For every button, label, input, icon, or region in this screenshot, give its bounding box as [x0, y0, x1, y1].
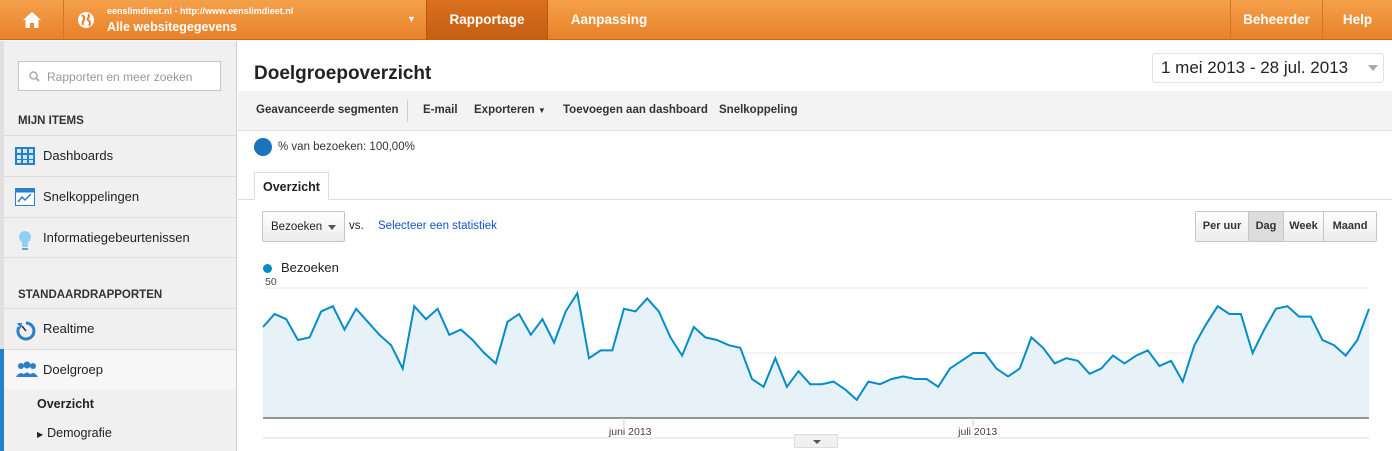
admin-link[interactable]: Beheerder: [1230, 0, 1322, 40]
sidebar-item-label: Dashboards: [43, 148, 114, 163]
segment-label: % van bezoeken: 100,00%: [278, 141, 415, 153]
granularity-week-button[interactable]: Week: [1283, 212, 1323, 241]
section-my-items: MIJN ITEMS: [18, 115, 84, 127]
lightbulb-icon: [19, 231, 31, 250]
help-link[interactable]: Help: [1322, 0, 1392, 40]
account-url: eenslimdieet.nl - http://www.eenslimdiee…: [107, 6, 294, 16]
tab-rapportage[interactable]: Rapportage: [426, 0, 548, 40]
sidebar: Rapporten en meer zoeken MIJN ITEMS Dash…: [0, 41, 237, 451]
dashboard-grid-icon: [15, 147, 35, 165]
x-tick-label: juni 2013: [608, 426, 652, 438]
email-button[interactable]: E-mail: [423, 104, 458, 116]
sidebar-item-shortcuts[interactable]: Snelkoppelingen: [4, 176, 236, 216]
page-title: Doelgroepoverzicht: [254, 63, 432, 84]
legend-dot: [263, 264, 272, 273]
sidebar-item-label: Snelkoppelingen: [43, 189, 140, 204]
sidebar-item-realtime[interactable]: Realtime: [4, 308, 236, 348]
caret-down-icon: [328, 225, 336, 230]
report-toolbar: Geavanceerde segmenten E-mail Exporteren…: [238, 91, 1392, 131]
chart-scroll-handle[interactable]: [794, 434, 838, 448]
granularity-hour-button[interactable]: Per uur: [1196, 212, 1248, 241]
sidebar-item-audience[interactable]: Doelgroep: [4, 349, 236, 389]
export-button[interactable]: Exporteren ▼: [474, 104, 546, 116]
metric-dropdown[interactable]: Bezoeken: [262, 211, 345, 242]
series-area: [263, 293, 1369, 418]
series-line: [262, 290, 1370, 402]
search-input[interactable]: Rapporten en meer zoeken: [18, 61, 221, 91]
pie-icon: [254, 138, 272, 156]
account-view: Alle websitegegevens: [107, 20, 237, 34]
main-content: Doelgroepoverzicht 1 mei 2013 - 28 jul. …: [238, 41, 1392, 451]
sidebar-item-label: Informatiegebeurtenissen: [43, 230, 190, 245]
chevron-down-icon: [1368, 65, 1378, 71]
tab-aanpassing[interactable]: Aanpassing: [570, 12, 648, 27]
search-icon: [29, 71, 40, 82]
shortcut-chart-icon: [15, 188, 35, 206]
search-placeholder: Rapporten en meer zoeken: [47, 70, 193, 84]
active-section-indicator: [0, 349, 4, 451]
account-selector[interactable]: eenslimdieet.nl - http://www.eenslimdiee…: [65, 0, 425, 40]
caret-down-icon: ▼: [537, 106, 546, 115]
add-to-dashboard-button[interactable]: Toevoegen aan dashboard: [563, 104, 708, 116]
advanced-segments-button[interactable]: Geavanceerde segmenten: [256, 104, 399, 116]
home-button[interactable]: [0, 0, 64, 40]
date-range-text: 1 mei 2013 - 28 jul. 2013: [1161, 58, 1349, 77]
realtime-icon: [16, 321, 36, 341]
x-tick-label: juli 2013: [957, 426, 997, 438]
chevron-down-icon: [813, 440, 821, 444]
top-navigation: eenslimdieet.nl - http://www.eenslimdiee…: [0, 0, 1392, 40]
people-icon: [16, 361, 38, 377]
granularity-day-button[interactable]: Dag: [1248, 212, 1283, 241]
sidebar-item-label: Doelgroep: [43, 362, 103, 377]
sidebar-subitem-overview[interactable]: Overzicht: [37, 397, 94, 411]
metric-dropdown-value: Bezoeken: [271, 221, 323, 233]
section-standard-reports: STANDAARDRAPPORTEN: [18, 289, 163, 301]
granularity-month-button[interactable]: Maand: [1323, 212, 1376, 241]
chevron-down-icon: ▼: [407, 14, 416, 24]
home-icon: [22, 12, 41, 28]
granularity-switch: Per uur Dag Week Maand: [1195, 211, 1377, 242]
vs-label: vs.: [349, 220, 364, 232]
legend-label: Bezoeken: [281, 260, 339, 275]
date-range-picker[interactable]: 1 mei 2013 - 28 jul. 2013: [1152, 53, 1384, 83]
globe-icon: [78, 12, 94, 28]
y-tick-label: 50: [265, 277, 277, 288]
sidebar-item-intelligence-events[interactable]: Informatiegebeurtenissen: [4, 217, 236, 257]
expand-arrow-icon: ▶: [37, 430, 44, 439]
shortcut-button[interactable]: Snelkoppeling: [719, 104, 798, 116]
tab-overview[interactable]: Overzicht: [254, 172, 329, 200]
select-statistic-link[interactable]: Selecteer een statistiek: [378, 220, 497, 232]
sidebar-subitem-demographics[interactable]: ▶ Demografie: [37, 426, 112, 440]
sidebar-item-label: Realtime: [43, 321, 95, 336]
sidebar-item-dashboards[interactable]: Dashboards: [4, 135, 236, 175]
